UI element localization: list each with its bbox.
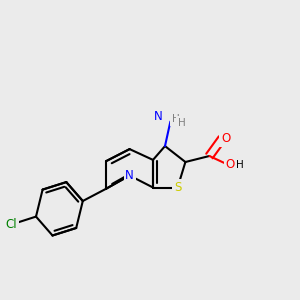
Text: H: H [172, 114, 180, 124]
Text: O: O [221, 132, 230, 145]
Text: N: N [154, 110, 163, 124]
Text: S: S [174, 181, 181, 194]
Text: H: H [178, 118, 186, 128]
Text: O: O [226, 158, 235, 171]
Text: H: H [236, 160, 244, 170]
Text: Cl: Cl [5, 218, 17, 231]
Text: N: N [125, 169, 134, 182]
